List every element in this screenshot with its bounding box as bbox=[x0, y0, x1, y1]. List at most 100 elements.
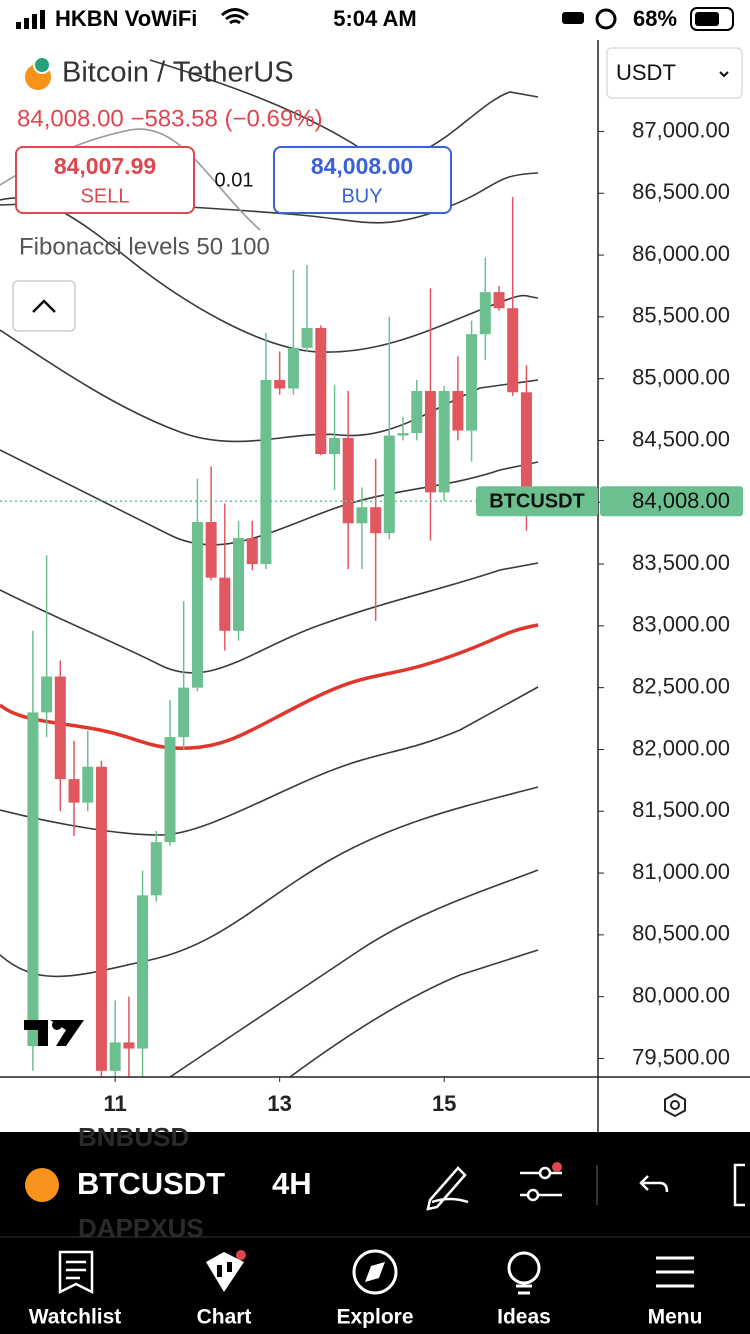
ideas-icon bbox=[507, 1251, 541, 1285]
currency: USDT bbox=[616, 60, 676, 85]
indicators-knob bbox=[538, 1166, 552, 1180]
x-tick-label: 15 bbox=[432, 1091, 456, 1116]
last-price-label: 84,008.00 bbox=[632, 488, 730, 513]
candle-body bbox=[342, 437, 354, 524]
candle-body bbox=[383, 435, 395, 534]
tv-logo bbox=[24, 1020, 84, 1046]
watchlist-icon bbox=[58, 1250, 94, 1295]
fib-band bbox=[0, 686, 539, 836]
candle-body bbox=[123, 1042, 135, 1049]
buy-label: BUY bbox=[341, 185, 382, 207]
toolbar-symbol[interactable]: BTCUSDT bbox=[77, 1166, 225, 1201]
candle-body bbox=[301, 327, 313, 348]
ghost-symbol: BNBUSD bbox=[78, 1122, 189, 1152]
tab-label[interactable]: Menu bbox=[648, 1306, 703, 1329]
candle-body bbox=[191, 522, 203, 688]
tab-label[interactable]: Watchlist bbox=[29, 1306, 122, 1329]
tab-label[interactable]: Explore bbox=[336, 1306, 413, 1329]
candle-body bbox=[260, 379, 272, 565]
candle-body bbox=[68, 779, 80, 803]
candle-body bbox=[452, 391, 464, 431]
y-tick-label: 84,500.00 bbox=[632, 426, 730, 451]
candle-body bbox=[520, 392, 532, 502]
fib-band bbox=[169, 869, 539, 1078]
candle-body bbox=[27, 712, 39, 1047]
quote-line: 84,008.00 −583.58 (−0.69%) bbox=[17, 105, 323, 132]
candle-body bbox=[438, 391, 450, 493]
candle-body bbox=[246, 538, 258, 565]
candle-body bbox=[397, 433, 409, 436]
signal-icon bbox=[16, 10, 45, 29]
collapse-button[interactable] bbox=[12, 280, 76, 332]
candle-body bbox=[411, 391, 423, 434]
car-icon bbox=[562, 12, 584, 24]
y-tick-label: 87,000.00 bbox=[632, 117, 730, 142]
symbol-badge-label: BTCUSDT bbox=[489, 491, 585, 513]
notify-dot bbox=[552, 1162, 562, 1172]
symbol-badge bbox=[476, 486, 598, 517]
y-tick-label: 86,500.00 bbox=[632, 179, 730, 204]
menu-icon bbox=[656, 1256, 694, 1288]
settings-icon[interactable] bbox=[664, 1092, 686, 1118]
battery-level bbox=[695, 12, 719, 26]
candle-body bbox=[274, 379, 286, 389]
y-tick-label: 86,000.00 bbox=[632, 241, 730, 266]
candle-body bbox=[54, 676, 66, 780]
sell-button[interactable] bbox=[15, 146, 195, 214]
y-tick-label: 83,000.00 bbox=[632, 612, 730, 637]
sell-label: SELL bbox=[81, 185, 130, 207]
candle-body bbox=[205, 522, 217, 578]
signal-bar bbox=[40, 10, 45, 29]
y-tick-label: 81,000.00 bbox=[632, 859, 730, 884]
candle-body bbox=[507, 308, 519, 393]
candle-body bbox=[178, 687, 190, 738]
candle-body bbox=[82, 766, 94, 803]
candle-body bbox=[329, 437, 341, 455]
toolbar-interval[interactable]: 4H bbox=[272, 1166, 312, 1201]
draw-icon[interactable] bbox=[426, 1166, 469, 1211]
candle-body bbox=[109, 1042, 121, 1071]
candle-body bbox=[137, 895, 149, 1049]
signal-bar bbox=[16, 22, 21, 29]
fib-basis bbox=[0, 623, 539, 750]
tv-logo-dot bbox=[52, 1020, 62, 1030]
candle-body bbox=[287, 347, 299, 389]
signal-bar bbox=[24, 18, 29, 29]
alarm-icon bbox=[595, 8, 617, 30]
battery-percent: 68% bbox=[633, 6, 677, 31]
x-tick-label: 13 bbox=[267, 1091, 291, 1116]
btc-logo bbox=[25, 1168, 59, 1202]
tab-label[interactable]: Ideas bbox=[497, 1306, 551, 1329]
candle-body bbox=[41, 676, 53, 713]
axis-corner bbox=[599, 1078, 750, 1132]
chevron-up bbox=[32, 299, 56, 313]
y-tick-label: 80,000.00 bbox=[632, 982, 730, 1007]
tab-label[interactable]: Chart bbox=[197, 1306, 252, 1329]
explore-icon bbox=[352, 1249, 398, 1295]
candle-body bbox=[356, 507, 368, 524]
plot bbox=[0, 196, 598, 1077]
chart-icon-candle bbox=[217, 1265, 222, 1277]
candle-body bbox=[95, 766, 107, 1071]
symbol-title: Bitcoin / TetherUS bbox=[62, 57, 294, 89]
fullscreen-icon[interactable] bbox=[733, 1163, 745, 1207]
undo-icon[interactable] bbox=[639, 1175, 669, 1193]
currency-select[interactable] bbox=[606, 47, 743, 99]
x-tick-label: 11 bbox=[104, 1091, 127, 1116]
candle-body bbox=[479, 292, 491, 335]
y-tick-label: 81,500.00 bbox=[632, 797, 730, 822]
tab-bar bbox=[0, 1237, 750, 1334]
candle-body bbox=[150, 842, 162, 896]
signal-bar bbox=[32, 14, 37, 29]
status-bar bbox=[0, 0, 750, 40]
candle-body bbox=[164, 737, 176, 843]
candle-body bbox=[233, 538, 245, 631]
candle-body bbox=[424, 391, 436, 493]
explore-needle bbox=[365, 1262, 385, 1282]
buy-button[interactable] bbox=[273, 146, 452, 214]
y-tick-label: 79,500.00 bbox=[632, 1044, 730, 1069]
usdt-logo bbox=[33, 56, 51, 74]
candle-body bbox=[493, 292, 505, 309]
y-tick-label: 82,000.00 bbox=[632, 735, 730, 760]
